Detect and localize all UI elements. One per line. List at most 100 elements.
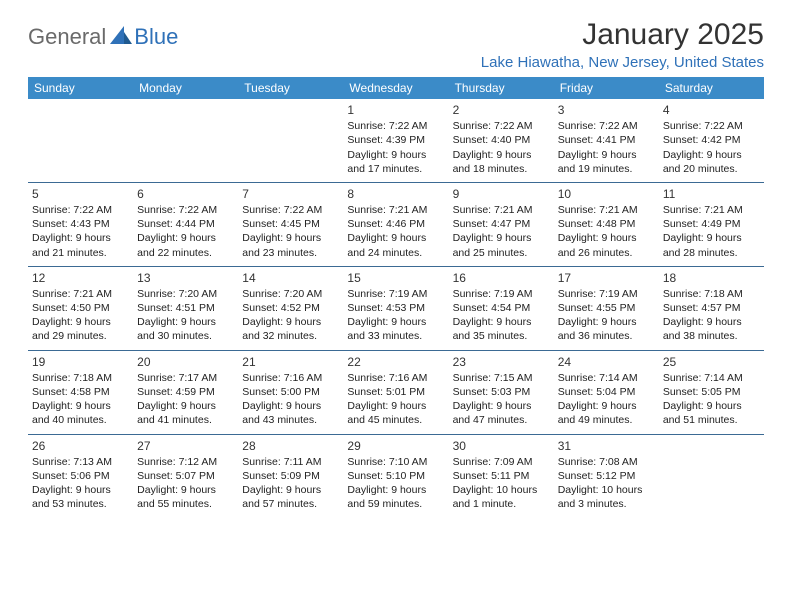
sunrise-line: Sunrise: 7:22 AM: [453, 119, 550, 133]
daylight-line: Daylight: 9 hours and 30 minutes.: [137, 315, 234, 343]
calendar-day-cell: 9Sunrise: 7:21 AMSunset: 4:47 PMDaylight…: [449, 182, 554, 266]
calendar-day-cell: 12Sunrise: 7:21 AMSunset: 4:50 PMDayligh…: [28, 266, 133, 350]
sunrise-line: Sunrise: 7:22 AM: [137, 203, 234, 217]
calendar-day-cell: 31Sunrise: 7:08 AMSunset: 5:12 PMDayligh…: [554, 434, 659, 517]
day-header: Thursday: [449, 77, 554, 99]
calendar-day-cell: 22Sunrise: 7:16 AMSunset: 5:01 PMDayligh…: [343, 350, 448, 434]
day-header-row: SundayMondayTuesdayWednesdayThursdayFrid…: [28, 77, 764, 99]
calendar-day-cell: 27Sunrise: 7:12 AMSunset: 5:07 PMDayligh…: [133, 434, 238, 517]
day-number: 26: [32, 438, 129, 454]
calendar-day-cell: 20Sunrise: 7:17 AMSunset: 4:59 PMDayligh…: [133, 350, 238, 434]
sunset-line: Sunset: 5:06 PM: [32, 469, 129, 483]
calendar-day-cell: 29Sunrise: 7:10 AMSunset: 5:10 PMDayligh…: [343, 434, 448, 517]
sunset-line: Sunset: 5:05 PM: [663, 385, 760, 399]
calendar-week-row: 1Sunrise: 7:22 AMSunset: 4:39 PMDaylight…: [28, 99, 764, 182]
daylight-line: Daylight: 9 hours and 41 minutes.: [137, 399, 234, 427]
calendar-body: 1Sunrise: 7:22 AMSunset: 4:39 PMDaylight…: [28, 99, 764, 517]
sunset-line: Sunset: 4:39 PM: [347, 133, 444, 147]
calendar-day-cell: 18Sunrise: 7:18 AMSunset: 4:57 PMDayligh…: [659, 266, 764, 350]
sunrise-line: Sunrise: 7:08 AM: [558, 455, 655, 469]
daylight-line: Daylight: 9 hours and 25 minutes.: [453, 231, 550, 259]
sunset-line: Sunset: 4:54 PM: [453, 301, 550, 315]
sunrise-line: Sunrise: 7:20 AM: [137, 287, 234, 301]
day-number: 15: [347, 270, 444, 286]
sunrise-line: Sunrise: 7:19 AM: [453, 287, 550, 301]
sunrise-line: Sunrise: 7:16 AM: [347, 371, 444, 385]
calendar-day-cell: 23Sunrise: 7:15 AMSunset: 5:03 PMDayligh…: [449, 350, 554, 434]
calendar-day-cell: 2Sunrise: 7:22 AMSunset: 4:40 PMDaylight…: [449, 99, 554, 182]
daylight-line: Daylight: 9 hours and 22 minutes.: [137, 231, 234, 259]
daylight-line: Daylight: 9 hours and 19 minutes.: [558, 148, 655, 176]
sunset-line: Sunset: 4:50 PM: [32, 301, 129, 315]
sunrise-line: Sunrise: 7:22 AM: [558, 119, 655, 133]
daylight-line: Daylight: 9 hours and 53 minutes.: [32, 483, 129, 511]
sunset-line: Sunset: 4:55 PM: [558, 301, 655, 315]
sunrise-line: Sunrise: 7:14 AM: [663, 371, 760, 385]
daylight-line: Daylight: 9 hours and 29 minutes.: [32, 315, 129, 343]
sunrise-line: Sunrise: 7:17 AM: [137, 371, 234, 385]
daylight-line: Daylight: 9 hours and 32 minutes.: [242, 315, 339, 343]
calendar-day-cell: 10Sunrise: 7:21 AMSunset: 4:48 PMDayligh…: [554, 182, 659, 266]
day-number: 18: [663, 270, 760, 286]
calendar-day-cell: 5Sunrise: 7:22 AMSunset: 4:43 PMDaylight…: [28, 182, 133, 266]
sunrise-line: Sunrise: 7:14 AM: [558, 371, 655, 385]
daylight-line: Daylight: 9 hours and 45 minutes.: [347, 399, 444, 427]
sunset-line: Sunset: 4:40 PM: [453, 133, 550, 147]
calendar-day-cell: 19Sunrise: 7:18 AMSunset: 4:58 PMDayligh…: [28, 350, 133, 434]
calendar-table: SundayMondayTuesdayWednesdayThursdayFrid…: [28, 77, 764, 517]
day-header: Monday: [133, 77, 238, 99]
logo-text-general: General: [28, 24, 106, 50]
calendar-week-row: 12Sunrise: 7:21 AMSunset: 4:50 PMDayligh…: [28, 266, 764, 350]
day-number: 16: [453, 270, 550, 286]
day-number: 17: [558, 270, 655, 286]
sunset-line: Sunset: 5:12 PM: [558, 469, 655, 483]
sunset-line: Sunset: 4:48 PM: [558, 217, 655, 231]
calendar-day-cell: 15Sunrise: 7:19 AMSunset: 4:53 PMDayligh…: [343, 266, 448, 350]
sunrise-line: Sunrise: 7:21 AM: [347, 203, 444, 217]
logo-text-blue: Blue: [134, 24, 178, 50]
daylight-line: Daylight: 9 hours and 36 minutes.: [558, 315, 655, 343]
sunrise-line: Sunrise: 7:21 AM: [32, 287, 129, 301]
logo: General Blue: [28, 18, 178, 50]
calendar-day-cell: 11Sunrise: 7:21 AMSunset: 4:49 PMDayligh…: [659, 182, 764, 266]
calendar-day-cell: 24Sunrise: 7:14 AMSunset: 5:04 PMDayligh…: [554, 350, 659, 434]
sunset-line: Sunset: 5:03 PM: [453, 385, 550, 399]
day-number: 2: [453, 102, 550, 118]
sunset-line: Sunset: 4:49 PM: [663, 217, 760, 231]
daylight-line: Daylight: 9 hours and 23 minutes.: [242, 231, 339, 259]
calendar-day-cell: 4Sunrise: 7:22 AMSunset: 4:42 PMDaylight…: [659, 99, 764, 182]
day-number: 9: [453, 186, 550, 202]
daylight-line: Daylight: 9 hours and 17 minutes.: [347, 148, 444, 176]
day-number: 28: [242, 438, 339, 454]
calendar-week-row: 5Sunrise: 7:22 AMSunset: 4:43 PMDaylight…: [28, 182, 764, 266]
daylight-line: Daylight: 9 hours and 20 minutes.: [663, 148, 760, 176]
daylight-line: Daylight: 9 hours and 35 minutes.: [453, 315, 550, 343]
sunset-line: Sunset: 4:45 PM: [242, 217, 339, 231]
daylight-line: Daylight: 9 hours and 57 minutes.: [242, 483, 339, 511]
day-number: 19: [32, 354, 129, 370]
day-number: 10: [558, 186, 655, 202]
sunrise-line: Sunrise: 7:22 AM: [347, 119, 444, 133]
calendar-day-cell: 3Sunrise: 7:22 AMSunset: 4:41 PMDaylight…: [554, 99, 659, 182]
calendar-week-row: 26Sunrise: 7:13 AMSunset: 5:06 PMDayligh…: [28, 434, 764, 517]
sunset-line: Sunset: 4:41 PM: [558, 133, 655, 147]
calendar-day-cell: 25Sunrise: 7:14 AMSunset: 5:05 PMDayligh…: [659, 350, 764, 434]
sunset-line: Sunset: 4:44 PM: [137, 217, 234, 231]
daylight-line: Daylight: 9 hours and 21 minutes.: [32, 231, 129, 259]
daylight-line: Daylight: 10 hours and 1 minute.: [453, 483, 550, 511]
calendar-day-cell: 28Sunrise: 7:11 AMSunset: 5:09 PMDayligh…: [238, 434, 343, 517]
calendar-day-cell: 26Sunrise: 7:13 AMSunset: 5:06 PMDayligh…: [28, 434, 133, 517]
calendar-empty-cell: [28, 99, 133, 182]
sunrise-line: Sunrise: 7:15 AM: [453, 371, 550, 385]
calendar-day-cell: 21Sunrise: 7:16 AMSunset: 5:00 PMDayligh…: [238, 350, 343, 434]
calendar-week-row: 19Sunrise: 7:18 AMSunset: 4:58 PMDayligh…: [28, 350, 764, 434]
calendar-empty-cell: [133, 99, 238, 182]
sunset-line: Sunset: 4:53 PM: [347, 301, 444, 315]
sunset-line: Sunset: 4:57 PM: [663, 301, 760, 315]
daylight-line: Daylight: 9 hours and 55 minutes.: [137, 483, 234, 511]
day-number: 21: [242, 354, 339, 370]
day-number: 4: [663, 102, 760, 118]
day-header: Sunday: [28, 77, 133, 99]
sunset-line: Sunset: 5:01 PM: [347, 385, 444, 399]
sunset-line: Sunset: 4:42 PM: [663, 133, 760, 147]
